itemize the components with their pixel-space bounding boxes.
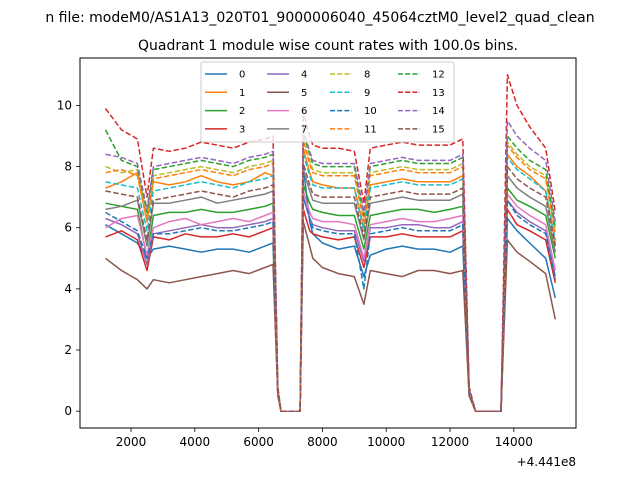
axes-title: Quadrant 1 module wise count rates with …	[138, 38, 518, 54]
series-line-6	[105, 190, 557, 412]
legend-label-11: 11	[364, 124, 377, 135]
y-tick-label: 6	[64, 221, 72, 235]
legend-label-10: 10	[364, 106, 377, 117]
y-axis-ticks: 0 2 4 6 8 10	[57, 98, 80, 418]
legend-label-2: 2	[239, 106, 245, 117]
x-axis-offset-label: +4.441e8	[517, 455, 576, 469]
legend-label-9: 9	[364, 88, 370, 99]
y-tick-label: 8	[64, 160, 72, 174]
x-tick-label: 12000	[431, 435, 469, 449]
legend-label-12: 12	[432, 70, 445, 81]
legend-label-14: 14	[432, 106, 445, 117]
y-tick-label: 10	[57, 98, 72, 112]
x-tick-label: 2000	[116, 435, 147, 449]
x-tick-label: 10000	[367, 435, 405, 449]
legend-label-7: 7	[301, 124, 307, 135]
legend-label-1: 1	[239, 88, 245, 99]
y-tick-label: 0	[64, 404, 72, 418]
series-layer	[104, 74, 557, 412]
legend-label-6: 6	[301, 106, 307, 117]
series-line-3	[105, 208, 557, 412]
legend-label-3: 3	[239, 124, 245, 135]
legend-label-0: 0	[239, 70, 245, 81]
x-tick-label: 6000	[243, 435, 274, 449]
x-tick-label: 8000	[307, 435, 338, 449]
x-tick-label: 14000	[495, 435, 533, 449]
y-tick-label: 4	[64, 282, 72, 296]
legend-label-15: 15	[432, 124, 445, 135]
legend-frame	[200, 61, 455, 143]
series-line-11	[105, 141, 557, 412]
x-tick-label: 4000	[180, 435, 211, 449]
legend-label-5: 5	[301, 88, 307, 99]
series-line-14	[105, 119, 557, 412]
plot-frame	[79, 57, 577, 429]
series-line-15	[105, 162, 557, 412]
x-axis-ticks: 2000 4000 6000 8000 10000 12000 14000	[116, 428, 533, 449]
figure-suptitle: n file: modeM0/AS1A13_020T01_9000006040_…	[45, 10, 594, 26]
series-line-8	[105, 138, 557, 412]
series-line-4	[105, 196, 557, 412]
legend-label-4: 4	[301, 70, 307, 81]
legend-label-8: 8	[364, 70, 370, 81]
y-tick-label: 2	[64, 343, 72, 357]
legend-label-13: 13	[432, 88, 445, 99]
series-line-5	[105, 220, 557, 412]
series-line-7	[105, 168, 557, 412]
series-line-2	[105, 184, 557, 412]
